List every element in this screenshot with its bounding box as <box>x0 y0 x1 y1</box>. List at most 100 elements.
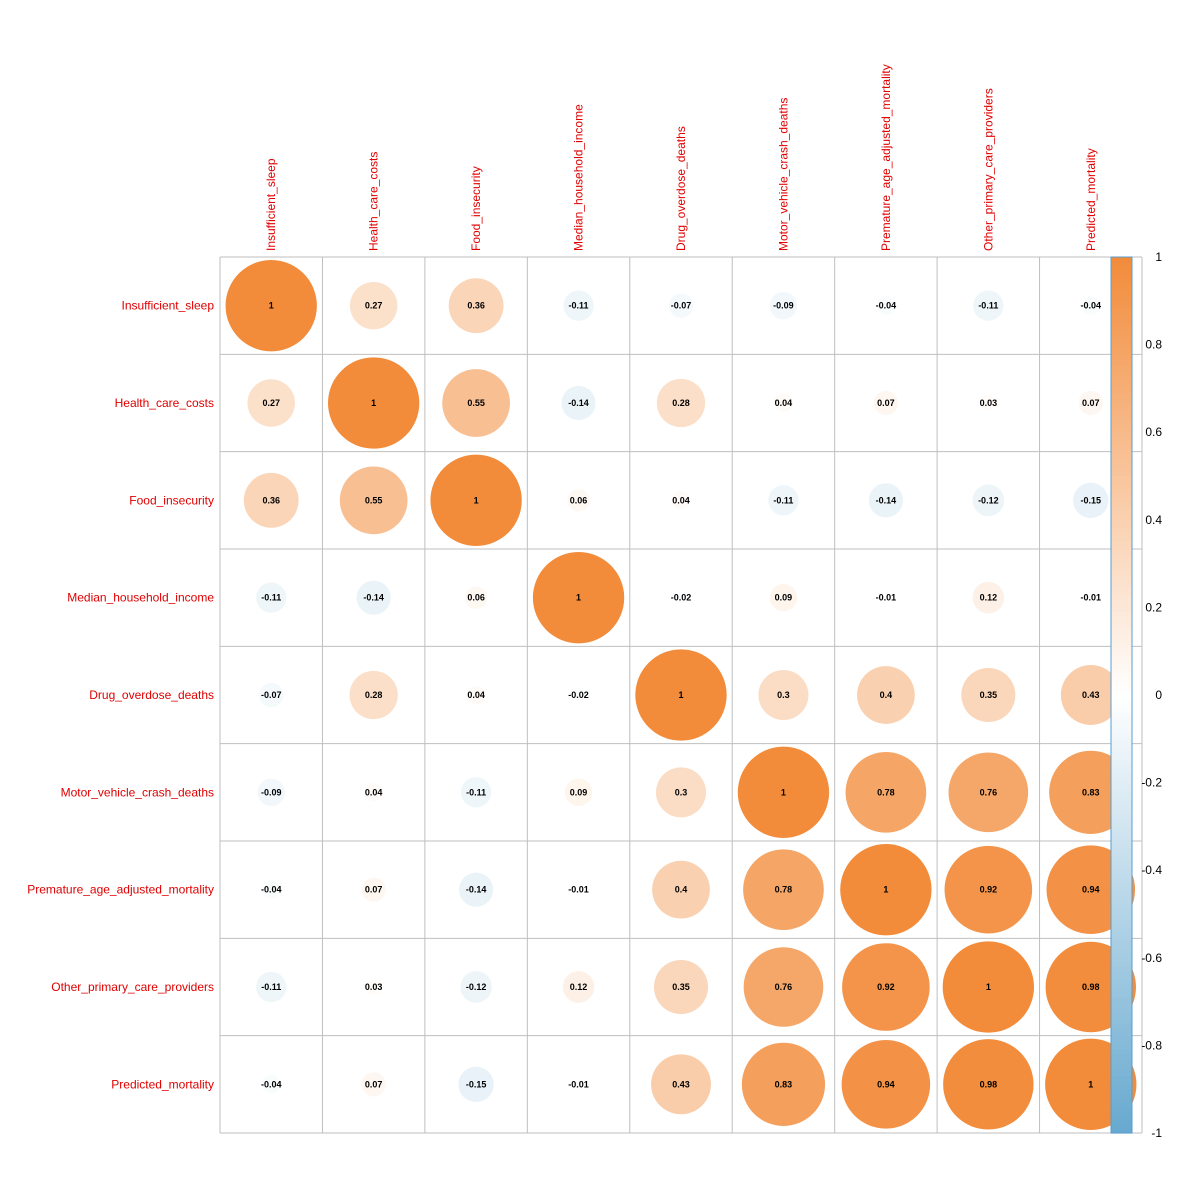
legend-color-step <box>1111 1115 1132 1121</box>
correlation-value: 0.35 <box>980 690 998 700</box>
legend-color-step <box>1111 419 1132 425</box>
correlation-value: 0.03 <box>980 398 998 408</box>
legend-color-step <box>1111 511 1132 517</box>
legend-color-step <box>1111 278 1132 284</box>
correlation-circle <box>881 593 891 603</box>
correlation-value: 0.27 <box>262 398 280 408</box>
legend-color-step <box>1111 624 1132 630</box>
correlation-value: -0.11 <box>261 982 281 992</box>
legend-color-step <box>1111 305 1132 311</box>
correlation-value: -0.07 <box>671 301 692 311</box>
correlation-circle <box>868 483 903 518</box>
correlation-circle <box>674 591 688 605</box>
correlation-circle <box>448 278 504 334</box>
correlation-value: -0.04 <box>261 1079 282 1089</box>
correlation-value: 0.76 <box>980 787 998 797</box>
correlation-circle <box>873 390 898 416</box>
correlation-value: 0.83 <box>1082 787 1100 797</box>
correlation-value: 0.78 <box>775 885 793 895</box>
legend-color-step <box>1111 1010 1132 1016</box>
correlation-value: 0.98 <box>980 1079 998 1089</box>
legend-color-step <box>1111 454 1132 460</box>
correlation-value: -0.11 <box>569 301 589 311</box>
legend-color-step <box>1111 673 1132 679</box>
legend-color-step <box>1111 379 1132 385</box>
legend-color-step <box>1111 690 1132 696</box>
legend-color-step <box>1111 865 1132 871</box>
column-label: Other_primary_care_providers <box>981 88 995 251</box>
correlation-value: 0.36 <box>467 301 485 311</box>
correlation-circle <box>656 378 706 428</box>
correlation-value: -0.01 <box>1081 593 1102 603</box>
correlation-value: 1 <box>576 593 581 603</box>
column-labels: Insufficient_sleep Health_care_costs Food_… <box>264 64 1098 251</box>
row-label: Motor_vehicle_crash_deaths <box>61 785 214 799</box>
legend-color-step <box>1111 940 1132 946</box>
row-label: Drug_overdose_deaths <box>89 688 214 702</box>
legend-color-step <box>1111 664 1132 670</box>
legend-color-step <box>1111 572 1132 578</box>
legend-color-step <box>1111 405 1132 411</box>
correlation-value: 0.09 <box>570 787 588 797</box>
legend-color-step <box>1111 830 1132 836</box>
legend-color-step <box>1111 782 1132 788</box>
legend-color-step <box>1111 651 1132 657</box>
legend-color-step <box>1111 769 1132 775</box>
legend-color-step <box>1111 257 1132 262</box>
legend-color-step <box>1111 603 1132 608</box>
legend-color-step <box>1111 1001 1132 1007</box>
correlation-value: 0.55 <box>467 398 485 408</box>
legend-color-step <box>1111 839 1132 845</box>
legend-color-step <box>1111 800 1132 806</box>
legend-color-step <box>1111 1067 1132 1073</box>
correlation-circle <box>741 1042 826 1126</box>
correlation-circle <box>1081 296 1100 315</box>
legend-color-step <box>1111 392 1132 398</box>
correlation-value: 0.06 <box>467 593 485 603</box>
legend-color-step <box>1111 375 1132 381</box>
legend-color-step <box>1111 554 1132 560</box>
row-label: Health_care_costs <box>115 396 214 410</box>
legend-color-step <box>1111 765 1132 771</box>
correlation-circle <box>442 369 510 437</box>
legend-color-step <box>1111 870 1132 876</box>
correlation-circle <box>635 649 727 741</box>
correlation-circle <box>769 583 798 612</box>
correlation-value: 0.09 <box>775 593 793 603</box>
correlation-value: 0.83 <box>775 1079 793 1089</box>
legend-color-step <box>1111 1045 1132 1051</box>
correlation-value: 1 <box>986 982 991 992</box>
legend-color-step <box>1111 743 1132 749</box>
correlation-value: 0.92 <box>980 885 998 895</box>
correlation-circle <box>561 385 596 421</box>
legend-color-step <box>1111 975 1132 981</box>
legend-color-step <box>1111 397 1132 403</box>
legend-color-step <box>1111 721 1132 727</box>
legend-color-step <box>1111 401 1132 407</box>
correlation-circle <box>225 260 317 352</box>
legend-color-step <box>1111 567 1132 573</box>
legend-color-step <box>1111 335 1132 341</box>
correlation-circle <box>972 484 1005 517</box>
legend-color-step <box>1111 471 1132 477</box>
legend-color-step <box>1111 550 1132 556</box>
legend-color-step <box>1111 467 1132 473</box>
legend-color-step <box>1111 760 1132 766</box>
correlation-value: 0.98 <box>1082 982 1100 992</box>
correlation-value: 0.06 <box>570 495 588 505</box>
correlation-value: 0.12 <box>570 982 588 992</box>
legend-color-step <box>1111 887 1132 893</box>
correlation-value: 0.36 <box>262 495 280 505</box>
legend-color-step <box>1111 506 1132 512</box>
legend-color-step <box>1111 353 1132 359</box>
legend-color-step <box>1111 734 1132 740</box>
correlation-circle <box>840 844 932 936</box>
legend-tick-label: 1 <box>1155 250 1162 264</box>
legend-color-step <box>1111 659 1132 665</box>
legend-color-step <box>1111 432 1132 438</box>
correlation-circle <box>653 959 709 1015</box>
correlation-circle <box>572 688 586 702</box>
legend-color-step <box>1111 997 1132 1003</box>
legend-color-step <box>1111 699 1132 705</box>
